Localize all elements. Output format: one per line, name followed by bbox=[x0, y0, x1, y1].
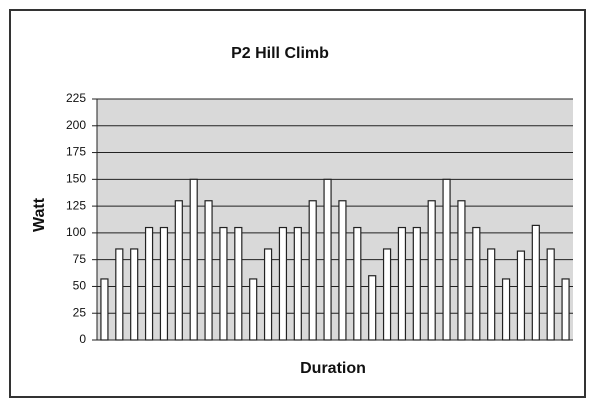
bar bbox=[234, 226, 243, 341]
y-tick-label: 200 bbox=[66, 118, 86, 132]
bar bbox=[323, 178, 332, 341]
bar bbox=[219, 226, 228, 341]
bar bbox=[501, 278, 511, 341]
bar bbox=[174, 200, 183, 341]
y-tick-label: 225 bbox=[66, 91, 86, 105]
bar bbox=[472, 226, 481, 341]
bar bbox=[353, 226, 362, 341]
y-tick-label: 25 bbox=[73, 305, 87, 319]
chart-title: P2 Hill Climb bbox=[231, 45, 329, 62]
bar bbox=[561, 278, 570, 341]
bar bbox=[412, 226, 421, 341]
y-tick-label: 125 bbox=[66, 198, 86, 212]
bar bbox=[115, 248, 124, 341]
bar bbox=[397, 226, 407, 341]
bar bbox=[100, 278, 109, 341]
bar bbox=[368, 275, 377, 341]
bar bbox=[144, 226, 154, 341]
bar bbox=[293, 226, 302, 341]
bar bbox=[204, 200, 213, 341]
y-tick-label: 100 bbox=[66, 225, 86, 239]
bar bbox=[427, 200, 436, 341]
bar bbox=[546, 248, 555, 341]
bar bbox=[159, 226, 169, 341]
plot-area bbox=[97, 99, 573, 340]
y-tick-label: 50 bbox=[73, 279, 87, 293]
bar bbox=[263, 248, 273, 341]
bar bbox=[382, 248, 392, 341]
bar bbox=[487, 248, 496, 341]
bar bbox=[278, 226, 288, 341]
y-tick-label: 0 bbox=[79, 332, 86, 346]
bar bbox=[308, 200, 317, 341]
bar bbox=[130, 248, 139, 341]
y-axis-title: Watt bbox=[31, 197, 48, 232]
bar bbox=[189, 178, 198, 341]
bar bbox=[249, 278, 258, 341]
bar bbox=[531, 224, 540, 341]
bar bbox=[516, 250, 526, 341]
y-tick-label: 150 bbox=[66, 172, 86, 186]
y-tick-label: 175 bbox=[66, 145, 86, 159]
bar bbox=[338, 200, 347, 341]
bar bbox=[442, 178, 451, 341]
y-tick-label: 75 bbox=[73, 252, 87, 266]
bar bbox=[457, 200, 466, 341]
x-axis-title: Duration bbox=[300, 360, 366, 377]
